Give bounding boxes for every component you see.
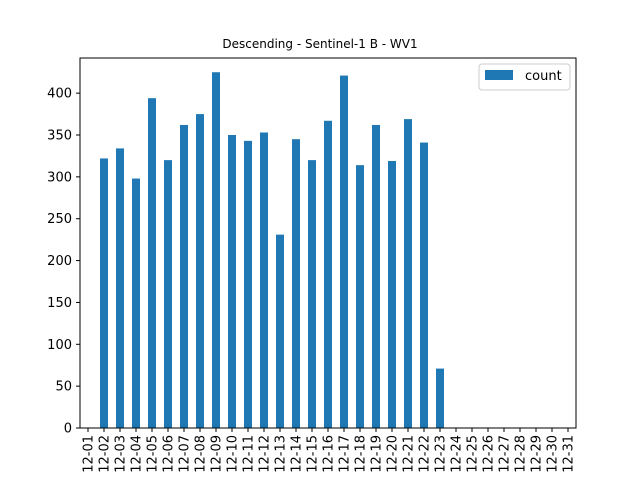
legend: count xyxy=(478,63,571,91)
bar-12-07 xyxy=(180,124,188,428)
x-tick-label: 12-08 xyxy=(194,435,209,473)
x-tick-label: 12-21 xyxy=(402,435,417,473)
y-tick-label: 200 xyxy=(47,254,72,269)
x-tick-label: 12-06 xyxy=(162,435,177,473)
legend-label: count xyxy=(525,69,562,84)
bar-12-20 xyxy=(388,160,396,428)
bar-12-15 xyxy=(308,160,316,428)
bar-12-05 xyxy=(148,98,156,428)
x-tick-label: 12-02 xyxy=(98,435,113,473)
bar-12-17 xyxy=(340,75,348,428)
bar-12-09 xyxy=(212,72,220,428)
x-tick-label: 12-13 xyxy=(274,435,289,473)
x-tick-label: 12-29 xyxy=(530,435,545,473)
y-tick-label: 400 xyxy=(47,87,72,102)
x-tick-label: 12-14 xyxy=(290,435,305,473)
x-tick-label: 12-04 xyxy=(130,435,145,473)
bar-12-12 xyxy=(260,132,268,428)
bar-12-14 xyxy=(292,139,300,428)
bar-12-06 xyxy=(164,160,172,428)
y-tick-label: 150 xyxy=(47,296,72,311)
bar-12-02 xyxy=(100,158,108,428)
x-tick-label: 12-05 xyxy=(146,435,161,473)
x-tick-label: 12-31 xyxy=(562,435,577,473)
bar-12-04 xyxy=(132,178,140,428)
x-tick-label: 12-26 xyxy=(482,435,497,473)
bar-12-08 xyxy=(196,114,204,429)
x-tick-label: 12-09 xyxy=(210,435,225,473)
bar-12-11 xyxy=(244,140,252,429)
bar-12-23 xyxy=(436,368,444,428)
x-tick-label: 12-12 xyxy=(258,435,273,473)
x-tick-label: 12-28 xyxy=(514,435,529,473)
x-tick-label: 12-23 xyxy=(434,435,449,473)
x-tick-label: 12-11 xyxy=(242,435,257,473)
x-tick-label: 12-01 xyxy=(82,435,97,473)
x-tick-label: 12-18 xyxy=(354,435,369,473)
bar-12-03 xyxy=(116,148,124,429)
bar-12-13 xyxy=(276,234,284,428)
bar-12-10 xyxy=(228,135,236,428)
bar-12-22 xyxy=(420,142,428,428)
x-tick-label: 12-27 xyxy=(498,435,513,473)
y-tick-label: 100 xyxy=(47,338,72,353)
x-tick-label: 12-22 xyxy=(418,435,433,473)
x-axis: 12-01 12-02 12-03 12-04 12-05 12-06 12-07 12-08… xyxy=(82,428,577,473)
x-tick-label: 12-19 xyxy=(370,435,385,473)
x-tick-label: 12-24 xyxy=(450,435,465,473)
x-tick-label: 12-17 xyxy=(338,435,353,473)
y-tick-label: 350 xyxy=(47,129,72,144)
y-tick-label: 300 xyxy=(47,170,72,185)
y-tick-label: 50 xyxy=(55,380,72,395)
bar-12-21 xyxy=(404,119,412,429)
x-tick-label: 12-20 xyxy=(386,435,401,473)
bar-12-19 xyxy=(372,124,380,428)
x-tick-label: 12-10 xyxy=(226,435,241,473)
y-tick-label: 0 xyxy=(64,422,72,437)
x-tick-label: 12-16 xyxy=(322,435,337,473)
x-tick-label: 12-07 xyxy=(178,435,193,473)
y-axis: 0 50 100 150 200 250 300 350 400 xyxy=(47,87,80,437)
bars-layer xyxy=(100,72,444,429)
y-tick-label: 250 xyxy=(47,212,72,227)
plot-frame xyxy=(79,57,577,429)
bar-12-18 xyxy=(356,165,364,428)
legend-swatch xyxy=(485,70,513,80)
x-tick-label: 12-15 xyxy=(306,435,321,473)
chart-title: Descending - Sentinel-1 B - WV1 xyxy=(222,37,417,51)
x-tick-label: 12-03 xyxy=(114,435,129,473)
bar-12-16 xyxy=(324,120,332,428)
x-tick-label: 12-25 xyxy=(466,435,481,473)
x-tick-label: 12-30 xyxy=(546,435,561,473)
